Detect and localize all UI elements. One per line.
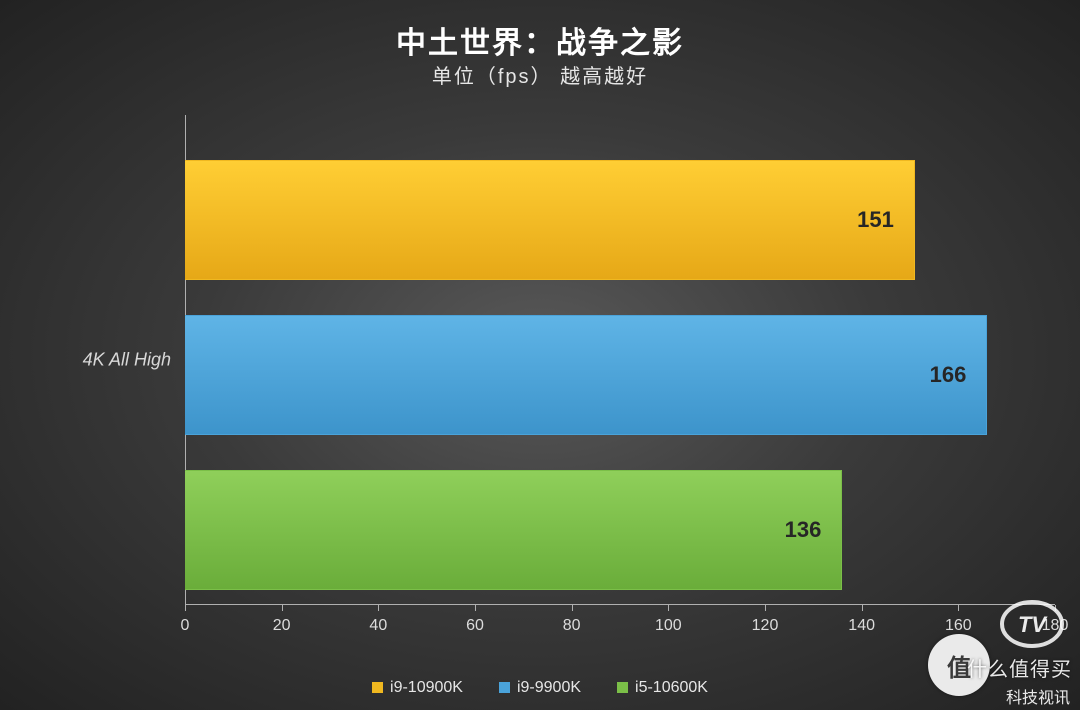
x-tick-label: 120 (752, 617, 779, 635)
x-tick (958, 605, 959, 611)
x-tick-label: 20 (273, 617, 291, 635)
bar-i9-10900k: 151 (185, 160, 915, 280)
bar-value-label: 151 (857, 207, 894, 233)
svg-text:TV: TV (1018, 612, 1048, 637)
x-tick-label: 0 (181, 617, 190, 635)
legend-item: i9-10900K (372, 679, 463, 697)
legend-label: i5-10600K (635, 679, 708, 697)
chart-subtitle: 单位（fps） 越高越好 (0, 60, 1080, 89)
x-tick (378, 605, 379, 611)
x-tick-label: 160 (945, 617, 972, 635)
smzdm-overlay-text: 什么值得买 (967, 653, 1072, 682)
plot-area: 4K All High 0204060801001201401601801511… (185, 115, 1055, 605)
bar-value-label: 136 (785, 517, 822, 543)
chart-title: 中土世界：战争之影 (0, 18, 1080, 62)
x-tick (765, 605, 766, 611)
x-tick (282, 605, 283, 611)
x-tick (185, 605, 186, 611)
legend-item: i5-10600K (617, 679, 708, 697)
bar-i9-9900k: 166 (185, 315, 987, 435)
legend-item: i9-9900K (499, 679, 581, 697)
legend-label: i9-9900K (517, 679, 581, 697)
tv-logo-icon: TV (996, 590, 1068, 650)
x-axis-line (185, 604, 1055, 605)
bar-i5-10600k: 136 (185, 470, 842, 590)
chart-container: 中土世界：战争之影 单位（fps） 越高越好 4K All High 02040… (0, 0, 1080, 710)
tv-logo-subtext: 科技视讯 (1006, 684, 1070, 708)
x-tick (572, 605, 573, 611)
legend-label: i9-10900K (390, 679, 463, 697)
x-tick-label: 60 (466, 617, 484, 635)
legend: i9-10900K i9-9900K i5-10600K (0, 679, 1080, 699)
x-tick (668, 605, 669, 611)
x-tick (475, 605, 476, 611)
x-tick-label: 80 (563, 617, 581, 635)
legend-swatch (499, 682, 510, 693)
x-tick-label: 100 (655, 617, 682, 635)
legend-swatch (617, 682, 628, 693)
x-tick-label: 40 (369, 617, 387, 635)
legend-swatch (372, 682, 383, 693)
x-tick (862, 605, 863, 611)
x-tick-label: 140 (848, 617, 875, 635)
bar-value-label: 166 (930, 362, 967, 388)
y-category-label: 4K All High (83, 350, 171, 371)
